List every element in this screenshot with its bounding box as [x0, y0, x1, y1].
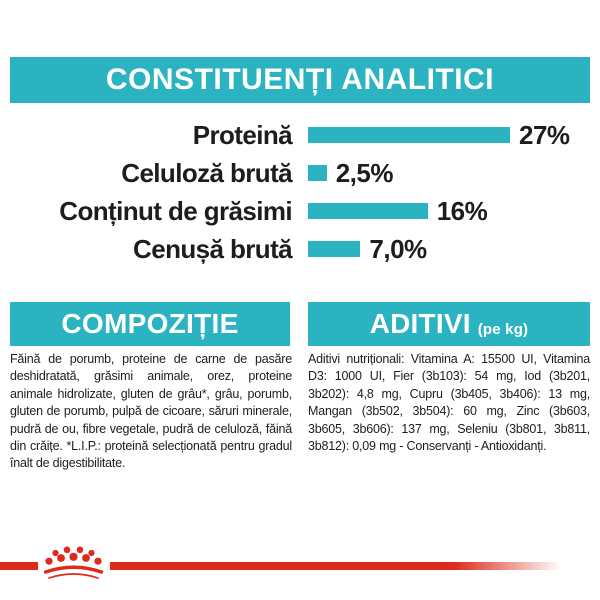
chart-bar: [308, 165, 327, 181]
composition-title: COMPOZIȚIE: [61, 308, 239, 339]
royal-canin-crown-icon: [43, 546, 104, 579]
chart-bar: [308, 203, 428, 219]
additives-unit-label: (pe kg): [477, 320, 529, 338]
chart-value-label: 27%: [519, 119, 570, 150]
additives-header-banner: ADITIVI (pe kg): [308, 302, 590, 346]
analytical-header-banner: CONSTITUENȚI ANALITICI: [10, 57, 590, 103]
chart-row: Conținut de grăsimi 16%: [0, 192, 600, 230]
chart-category-label: Proteină: [192, 119, 293, 150]
footer-red-rule-left: [0, 562, 38, 570]
chart-value-label: 2,5%: [335, 157, 394, 188]
composition-header-banner: COMPOZIȚIE: [10, 302, 290, 346]
chart-category-label: Conținut de grăsimi: [59, 195, 292, 226]
footer-red-rule-right: [110, 562, 562, 570]
additives-title: ADITIVI: [369, 308, 471, 339]
chart-bar: [308, 241, 361, 257]
chart-category-label: Celuloză brută: [121, 157, 292, 188]
chart-bar: [308, 127, 510, 143]
chart-value-label: 16%: [436, 195, 488, 226]
chart-category-label: Cenușă brută: [133, 233, 293, 264]
analytical-title: CONSTITUENȚI ANALITICI: [105, 63, 495, 96]
analytical-constituents-chart: Proteină 27% Celuloză brută 2,5% Conținut de…: [0, 116, 600, 268]
chart-row: Proteină 27%: [0, 116, 600, 154]
chart-row: Cenușă brută 7,0%: [0, 230, 600, 268]
additives-body-text: Aditivi nutriționali: Vitamina A: 15500 …: [308, 352, 590, 454]
chart-row: Celuloză brută 2,5%: [0, 154, 600, 192]
chart-value-label: 7,0%: [369, 233, 427, 264]
composition-body-text: Făină de porumb, proteine de carne de pa…: [10, 352, 292, 471]
